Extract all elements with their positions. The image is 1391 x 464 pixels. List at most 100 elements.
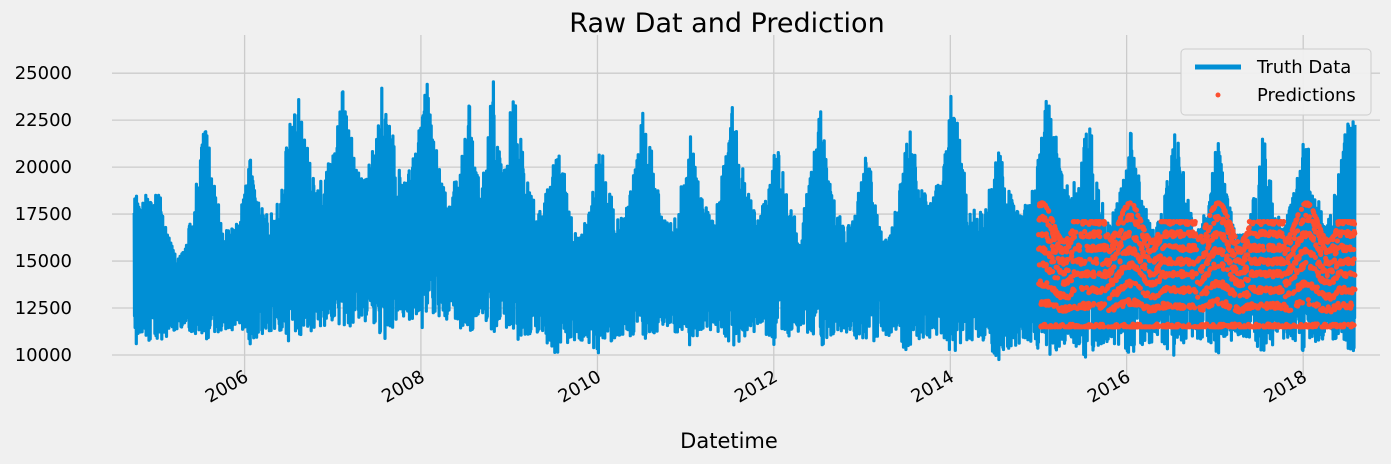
prediction-point bbox=[1278, 305, 1284, 312]
prediction-point bbox=[1165, 261, 1172, 267]
prediction-point bbox=[1070, 233, 1077, 239]
prediction-point bbox=[1293, 217, 1299, 223]
prediction-point bbox=[1305, 297, 1311, 303]
prediction-point bbox=[1224, 254, 1230, 260]
prediction-point bbox=[1171, 285, 1177, 291]
prediction-point bbox=[1326, 237, 1332, 243]
prediction-point bbox=[1151, 259, 1157, 265]
prediction-point bbox=[1057, 267, 1063, 273]
prediction-point bbox=[1055, 324, 1061, 330]
prediction-point bbox=[1304, 217, 1310, 223]
prediction-point bbox=[1319, 306, 1325, 312]
prediction-point bbox=[1041, 249, 1047, 255]
prediction-point bbox=[1283, 282, 1289, 288]
prediction-point bbox=[1317, 276, 1323, 283]
prediction-point bbox=[1235, 279, 1242, 285]
prediction-point bbox=[1240, 308, 1246, 314]
prediction-point bbox=[1206, 243, 1212, 249]
prediction-point bbox=[1277, 243, 1283, 249]
prediction-point bbox=[1291, 322, 1297, 328]
prediction-point bbox=[1066, 243, 1072, 250]
prediction-point bbox=[1059, 256, 1065, 262]
prediction-point bbox=[1324, 273, 1330, 279]
prediction-point bbox=[1246, 225, 1252, 231]
prediction-point bbox=[1247, 219, 1253, 225]
prediction-point bbox=[1043, 231, 1049, 237]
prediction-point bbox=[1311, 222, 1317, 228]
prediction-point bbox=[1097, 246, 1103, 252]
prediction-point bbox=[1080, 300, 1086, 306]
prediction-point bbox=[1346, 289, 1352, 295]
prediction-point bbox=[1159, 272, 1165, 278]
prediction-point bbox=[1212, 265, 1218, 271]
prediction-point bbox=[1191, 261, 1197, 267]
prediction-point bbox=[1087, 287, 1093, 293]
prediction-point bbox=[1302, 232, 1309, 238]
prediction-point bbox=[1180, 269, 1186, 275]
prediction-point bbox=[1260, 243, 1266, 249]
prediction-point bbox=[1210, 282, 1216, 288]
prediction-point bbox=[1093, 286, 1099, 292]
prediction-point bbox=[1171, 244, 1177, 250]
prediction-point bbox=[1132, 324, 1138, 330]
prediction-point bbox=[1311, 226, 1317, 232]
prediction-point bbox=[1259, 302, 1265, 308]
prediction-point bbox=[1340, 243, 1346, 249]
prediction-point bbox=[1262, 232, 1268, 238]
prediction-point bbox=[1200, 323, 1206, 329]
prediction-point bbox=[1155, 263, 1162, 269]
prediction-point bbox=[1092, 229, 1098, 235]
prediction-point bbox=[1248, 230, 1254, 236]
prediction-point bbox=[1275, 272, 1281, 278]
prediction-point bbox=[1047, 238, 1054, 244]
prediction-point bbox=[1314, 301, 1320, 307]
prediction-point bbox=[1263, 273, 1269, 279]
prediction-point bbox=[1245, 277, 1251, 283]
prediction-point bbox=[1312, 321, 1318, 327]
prediction-point bbox=[1110, 246, 1116, 252]
prediction-point bbox=[1195, 294, 1201, 300]
prediction-point bbox=[1222, 285, 1228, 291]
prediction-point bbox=[1161, 244, 1167, 250]
prediction-point bbox=[1191, 286, 1197, 292]
prediction-point bbox=[1298, 206, 1305, 212]
prediction-point bbox=[1140, 252, 1146, 258]
prediction-point bbox=[1334, 238, 1340, 244]
prediction-point bbox=[1113, 302, 1119, 308]
prediction-point bbox=[1090, 324, 1096, 330]
prediction-point bbox=[1154, 255, 1160, 261]
prediction-point bbox=[1126, 263, 1132, 269]
prediction-point bbox=[1203, 249, 1209, 255]
prediction-point bbox=[1190, 244, 1196, 250]
prediction-point bbox=[1321, 236, 1327, 242]
prediction-point bbox=[1292, 230, 1298, 237]
prediction-point bbox=[1161, 300, 1167, 307]
prediction-point bbox=[1072, 219, 1078, 225]
prediction-point bbox=[1036, 232, 1042, 238]
prediction-point bbox=[1173, 324, 1179, 330]
prediction-point bbox=[1212, 214, 1218, 220]
prediction-point bbox=[1234, 322, 1241, 328]
prediction-point bbox=[1351, 246, 1357, 253]
prediction-point bbox=[1195, 258, 1201, 264]
prediction-point bbox=[1182, 257, 1188, 263]
prediction-point bbox=[1133, 207, 1140, 213]
prediction-point bbox=[1211, 206, 1217, 212]
prediction-point bbox=[1251, 258, 1257, 264]
prediction-point bbox=[1082, 324, 1088, 330]
prediction-point bbox=[1310, 237, 1316, 243]
prediction-point bbox=[1352, 272, 1358, 278]
prediction-point bbox=[1309, 281, 1315, 287]
prediction-point bbox=[1341, 321, 1347, 327]
prediction-point bbox=[1036, 262, 1042, 268]
prediction-point bbox=[1276, 324, 1282, 330]
prediction-point bbox=[1308, 263, 1314, 269]
y-axis: 10000 12500 15000 17500 20000 22500 25000 bbox=[15, 63, 72, 366]
prediction-point bbox=[1210, 253, 1216, 259]
prediction-point bbox=[1244, 302, 1250, 308]
prediction-point bbox=[1057, 234, 1063, 241]
prediction-point bbox=[1207, 212, 1213, 218]
prediction-point bbox=[1245, 292, 1251, 298]
prediction-point bbox=[1221, 234, 1227, 240]
